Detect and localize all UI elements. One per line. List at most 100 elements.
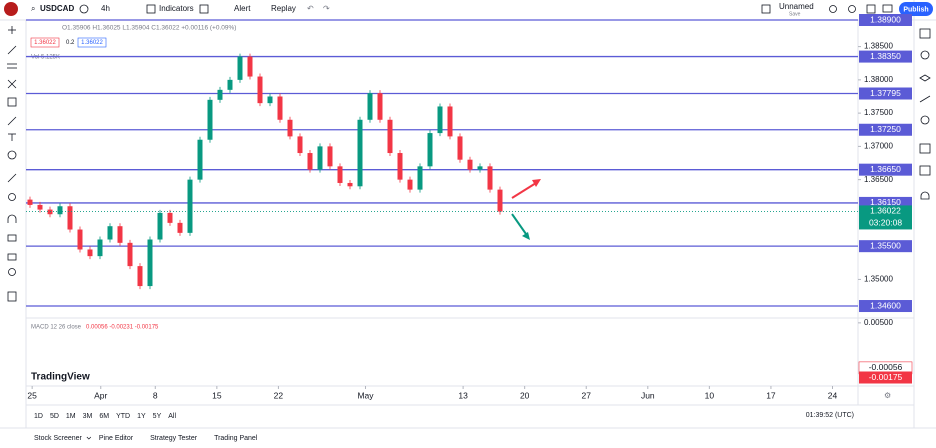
sidebar-icon[interactable] (920, 115, 930, 125)
range-button[interactable]: 1Y (137, 413, 146, 420)
tool-icon[interactable] (7, 97, 17, 107)
sidebar-icon[interactable] (919, 74, 931, 82)
candle (227, 79, 233, 90)
range-button[interactable]: YTD (116, 413, 130, 420)
publish[interactable]: Publish (903, 6, 928, 13)
layout-name[interactable]: Unnamed (779, 2, 814, 11)
layout-icon (761, 4, 771, 14)
axis-settings[interactable]: ⚙ (884, 391, 891, 400)
range-button[interactable]: 6M (99, 413, 109, 420)
level-label: 1.35500 (870, 240, 901, 250)
last-price-box (859, 205, 912, 230)
down-arrow-head (522, 232, 530, 240)
candle (47, 209, 53, 215)
drawing-tools (7, 26, 17, 302)
candle (447, 106, 453, 137)
y-tick-label: 1.38000 (864, 75, 893, 84)
undo[interactable]: ↶ (307, 4, 314, 13)
tool-icon[interactable] (7, 45, 17, 55)
settings[interactable] (848, 5, 856, 13)
tool-icon[interactable] (7, 234, 17, 242)
buy-price[interactable]: 1.36022 (81, 40, 103, 46)
up-arrow-head (532, 179, 541, 187)
sidebar-icon[interactable] (919, 143, 931, 154)
add-symbol[interactable] (79, 4, 89, 14)
candle (37, 204, 43, 210)
range-button[interactable]: 3M (83, 413, 93, 420)
bottom-tab[interactable]: Stock Screener (34, 435, 83, 442)
candle (107, 226, 113, 240)
candle (127, 242, 133, 267)
candle (157, 212, 163, 240)
candle (397, 153, 403, 180)
y-tick-label: 1.37500 (864, 108, 893, 117)
indicators[interactable]: Indicators (159, 4, 194, 13)
candle (327, 146, 333, 167)
bottom-tab[interactable]: Pine Editor (99, 435, 134, 442)
interval[interactable]: 4h (101, 4, 110, 13)
down-arrow (511, 213, 527, 235)
level-box (859, 300, 912, 313)
tool-icon[interactable] (7, 150, 17, 160)
sidebar-icon[interactable] (920, 191, 930, 200)
candle (347, 182, 353, 187)
x-tick-label: 10 (705, 390, 715, 400)
candle (187, 179, 193, 233)
x-tick-label: 15 (212, 390, 222, 400)
candle (217, 89, 223, 100)
candle (27, 199, 33, 205)
ohlc-legend: O1.35906 H1.36025 L1.35904 C1.36022 +0.0… (62, 25, 236, 32)
range-button[interactable]: All (168, 413, 176, 420)
replay[interactable]: Replay (271, 4, 296, 13)
tool-icon[interactable] (8, 193, 16, 201)
x-tick-label: 24 (828, 390, 838, 400)
bottom-tab[interactable]: Trading Panel (214, 435, 258, 442)
sidebar-icon[interactable] (919, 28, 931, 39)
tool-icon[interactable] (7, 79, 17, 89)
tool-icon[interactable] (8, 268, 16, 276)
sidebar-icon[interactable] (919, 165, 931, 176)
buy-box[interactable] (77, 37, 107, 48)
sidebar-icon[interactable] (919, 95, 931, 103)
tool-icon[interactable] (7, 214, 17, 223)
candle (137, 266, 143, 287)
templates-icon[interactable] (199, 4, 209, 14)
range-button[interactable]: 5Y (153, 413, 162, 420)
sell-box[interactable] (30, 37, 60, 48)
candle (67, 206, 73, 230)
level-box (859, 50, 912, 63)
candle (307, 153, 313, 170)
candle (297, 136, 303, 154)
tool-icon[interactable] (7, 116, 17, 126)
symbol[interactable]: USDCAD (40, 4, 74, 13)
candle (427, 133, 433, 167)
redo[interactable]: ↷ (323, 4, 330, 13)
candle (367, 93, 373, 120)
avatar[interactable] (4, 2, 18, 16)
snapshot[interactable] (882, 4, 893, 13)
candle (477, 166, 483, 170)
level-label: 1.36150 (870, 197, 901, 207)
range-button[interactable]: 1M (66, 413, 76, 420)
range-button[interactable]: 1D (34, 413, 43, 420)
fullscreen[interactable] (866, 4, 876, 14)
tool-icon[interactable] (7, 173, 17, 183)
publish-button[interactable] (899, 2, 933, 16)
sidebar-icon[interactable] (920, 50, 930, 60)
candle (357, 119, 363, 187)
x-tick-label: 13 (458, 390, 468, 400)
candle (377, 93, 383, 120)
tool-icon[interactable] (7, 291, 17, 302)
search[interactable] (829, 5, 837, 13)
macd-value-label: -0.00175 (869, 372, 903, 382)
tool-icon[interactable] (7, 253, 17, 261)
indicators-icon (146, 4, 156, 14)
y-tick-label: 1.36500 (864, 175, 893, 184)
range-button[interactable]: 5D (50, 413, 59, 420)
candle (247, 56, 253, 77)
alert[interactable]: Alert (234, 4, 251, 13)
candle (407, 179, 413, 190)
sell-price[interactable]: 1.36022 (34, 40, 56, 46)
bottom-tab[interactable]: Strategy Tester (150, 435, 198, 442)
